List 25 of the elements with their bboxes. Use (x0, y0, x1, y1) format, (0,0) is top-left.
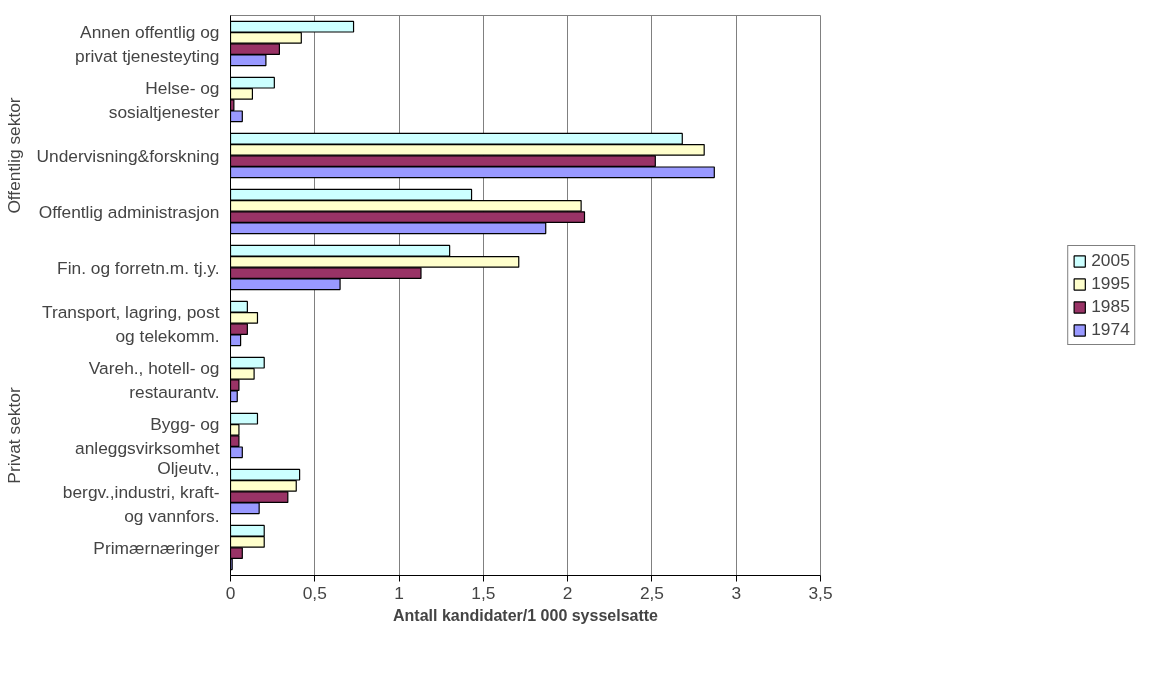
y-tick-label: Bygg- og anleggsvirksomhet (75, 413, 220, 458)
y-tick-label: Primærnæringer (93, 537, 220, 558)
x-tick-label: 3 (731, 582, 742, 603)
x-tick-label: 2 (562, 582, 573, 603)
y-tick-label: Oljeutv., bergv.,industri, kraft- og vannfors. (62, 457, 220, 526)
legend-label: 2005 (1091, 250, 1130, 271)
y-tick-label: Transport, lagring, post og telekomm. (41, 301, 220, 346)
y-tick-label: Fin. og forretn.m. tj.y. (57, 257, 220, 278)
x-tick-label: 0 (225, 582, 236, 603)
y-tick-label: Annen offentlig og privat tjenesteyting (75, 21, 220, 66)
x-tick-label: 3,5 (808, 582, 833, 603)
y-tick-label: Vareh., hotell- og restaurantv. (88, 357, 220, 402)
y-tick-label: Offentlig administrasjon (38, 201, 220, 222)
x-tick-label: 2,5 (639, 582, 664, 603)
x-tick-label: 0,5 (302, 582, 327, 603)
x-tick-label: 1 (394, 582, 404, 603)
x-axis-title: Antall kandidater/1 000 sysselsatte (392, 606, 659, 624)
legend-label: 1974 (1091, 319, 1130, 340)
y-tick-label: Undervisning&forskning (36, 145, 220, 166)
y-tick-label: Helse- og sosialtjenester (108, 77, 220, 122)
text: Offentlig sektor (3, 97, 24, 214)
legend-label: 1985 (1091, 296, 1130, 317)
x-tick-label: 1,5 (471, 582, 496, 603)
text: Privat sektor (3, 387, 24, 484)
legend-label: 1995 (1091, 273, 1130, 294)
